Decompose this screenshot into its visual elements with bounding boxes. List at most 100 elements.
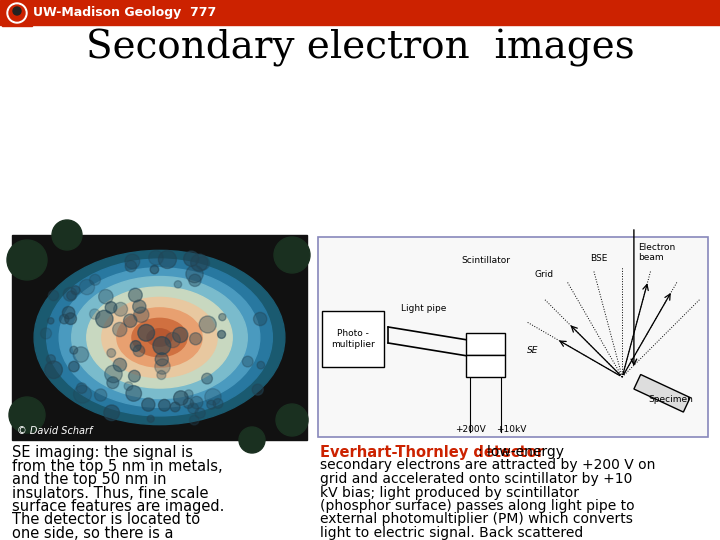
Circle shape <box>142 398 155 411</box>
Circle shape <box>153 336 171 355</box>
Circle shape <box>158 400 171 411</box>
Circle shape <box>128 370 140 382</box>
Text: SE: SE <box>527 346 539 355</box>
Text: © David Scharf: © David Scharf <box>17 426 92 436</box>
Circle shape <box>63 307 75 319</box>
Circle shape <box>243 356 253 367</box>
Circle shape <box>79 279 94 295</box>
Circle shape <box>147 415 154 422</box>
Circle shape <box>89 274 101 285</box>
Circle shape <box>60 314 69 324</box>
Circle shape <box>13 7 21 15</box>
Circle shape <box>184 390 193 399</box>
Circle shape <box>184 398 194 408</box>
Text: UW-Madison Geology  777: UW-Madison Geology 777 <box>33 6 216 19</box>
Circle shape <box>213 399 223 408</box>
Circle shape <box>70 346 78 354</box>
Text: kV bias; light produced by scintillator: kV bias; light produced by scintillator <box>320 485 579 500</box>
Circle shape <box>252 384 264 395</box>
Ellipse shape <box>117 308 202 367</box>
Ellipse shape <box>87 287 233 388</box>
Ellipse shape <box>147 329 172 346</box>
Circle shape <box>129 288 143 302</box>
Ellipse shape <box>47 259 272 416</box>
Circle shape <box>65 313 76 325</box>
Circle shape <box>68 361 79 372</box>
Circle shape <box>155 359 170 374</box>
Ellipse shape <box>72 276 247 399</box>
Circle shape <box>165 333 181 348</box>
Circle shape <box>130 341 141 352</box>
Ellipse shape <box>59 268 260 407</box>
Circle shape <box>45 361 63 379</box>
Circle shape <box>157 370 166 380</box>
Text: Specimen: Specimen <box>649 395 693 404</box>
Ellipse shape <box>102 298 217 377</box>
Circle shape <box>133 345 145 356</box>
Circle shape <box>189 415 199 425</box>
Circle shape <box>207 400 216 409</box>
Circle shape <box>124 382 133 390</box>
Circle shape <box>113 358 127 372</box>
Circle shape <box>112 322 127 336</box>
Circle shape <box>126 386 142 401</box>
Circle shape <box>156 353 168 366</box>
Circle shape <box>217 330 225 339</box>
Text: (phosphor surface) passes along light pipe to: (phosphor surface) passes along light pi… <box>320 499 634 513</box>
Circle shape <box>219 314 226 321</box>
Circle shape <box>99 289 113 304</box>
Text: from the top 5 nm in metals,: from the top 5 nm in metals, <box>12 458 222 474</box>
Circle shape <box>7 3 27 23</box>
Circle shape <box>199 316 216 333</box>
Circle shape <box>158 251 176 268</box>
Text: : low-energy: : low-energy <box>478 445 564 459</box>
Circle shape <box>190 396 203 409</box>
Text: secondary electrons are attracted by +200 V on: secondary electrons are attracted by +20… <box>320 458 655 472</box>
Bar <box>12 235 307 440</box>
Circle shape <box>104 365 122 383</box>
Text: Photo -
multiplier: Photo - multiplier <box>331 329 375 349</box>
Circle shape <box>73 347 89 362</box>
Text: Secondary electron  images: Secondary electron images <box>86 29 634 67</box>
Circle shape <box>195 408 205 418</box>
Circle shape <box>124 314 137 327</box>
Circle shape <box>9 397 45 433</box>
Circle shape <box>189 333 202 345</box>
Circle shape <box>174 391 188 406</box>
Circle shape <box>202 373 212 384</box>
Text: Grid: Grid <box>535 270 554 279</box>
Circle shape <box>134 307 149 322</box>
Text: SE imaging: the signal is: SE imaging: the signal is <box>12 445 193 460</box>
Circle shape <box>173 327 188 342</box>
Circle shape <box>107 349 116 357</box>
Circle shape <box>48 318 54 324</box>
Circle shape <box>253 312 267 326</box>
Circle shape <box>105 302 117 313</box>
Circle shape <box>125 260 137 272</box>
Circle shape <box>125 254 140 269</box>
Bar <box>0 0 720 25</box>
Circle shape <box>94 389 107 401</box>
Text: Everhart-Thornley detector: Everhart-Thornley detector <box>320 445 544 460</box>
Circle shape <box>40 328 52 339</box>
Circle shape <box>276 404 308 436</box>
Text: Light pipe: Light pipe <box>400 304 446 313</box>
Circle shape <box>174 281 181 288</box>
Text: insulators. Thus, fine scale: insulators. Thus, fine scale <box>12 485 209 501</box>
Text: external photomultiplier (PM) which converts: external photomultiplier (PM) which conv… <box>320 512 633 526</box>
Circle shape <box>46 355 55 364</box>
Text: Electron
beam: Electron beam <box>638 243 675 262</box>
Text: +10kV: +10kV <box>496 425 526 434</box>
Circle shape <box>73 385 91 403</box>
Text: BSE: BSE <box>590 254 608 263</box>
Circle shape <box>76 383 87 394</box>
Circle shape <box>188 403 199 414</box>
Circle shape <box>150 265 158 274</box>
Text: light to electric signal. Back scattered: light to electric signal. Back scattered <box>320 526 583 540</box>
Text: grid and accelerated onto scintillator by +10: grid and accelerated onto scintillator b… <box>320 472 632 486</box>
Circle shape <box>189 274 201 286</box>
Circle shape <box>67 291 76 300</box>
Circle shape <box>274 237 310 273</box>
Circle shape <box>186 266 203 283</box>
Circle shape <box>48 291 59 301</box>
